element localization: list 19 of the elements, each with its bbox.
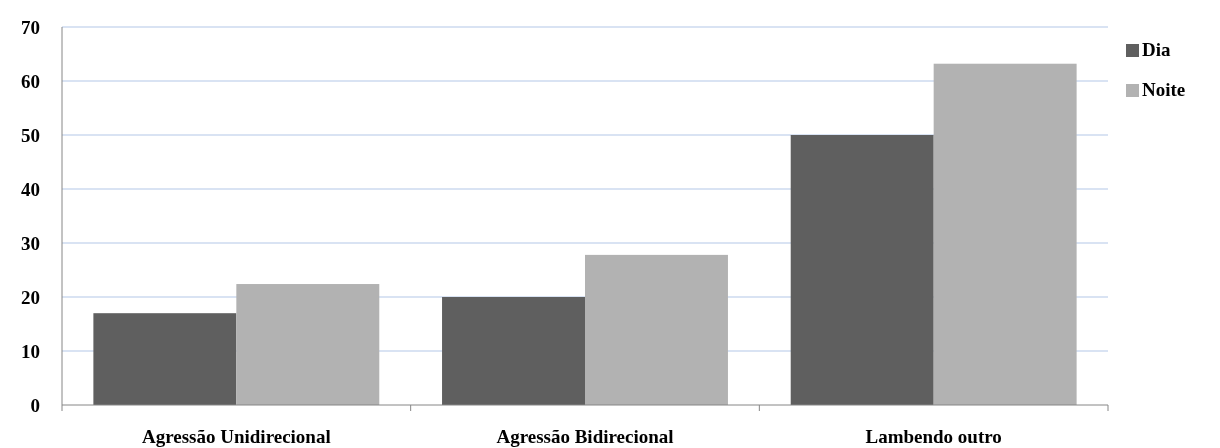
y-tick-label: 60	[21, 70, 40, 92]
y-tick-label: 40	[21, 178, 40, 200]
x-tick-label: Lambendo outro	[865, 426, 1002, 447]
y-tick-label: 20	[21, 286, 40, 308]
bar	[790, 135, 934, 405]
bar	[236, 284, 380, 405]
y-tick-label: 50	[21, 124, 40, 146]
legend-label: Noite	[1142, 79, 1186, 100]
bar	[585, 254, 728, 405]
bar	[93, 313, 237, 405]
y-tick-label: 10	[21, 340, 40, 362]
y-tick-label: 0	[30, 394, 40, 416]
legend-label: Dia	[1142, 39, 1171, 60]
bar	[933, 63, 1077, 405]
x-tick-label: Agressão Bidirecional	[496, 426, 674, 447]
bar	[442, 297, 585, 405]
x-tick-label: Agressão Unidirecional	[141, 426, 331, 447]
y-tick-label: 30	[21, 232, 40, 254]
y-tick-label: 70	[21, 16, 40, 38]
